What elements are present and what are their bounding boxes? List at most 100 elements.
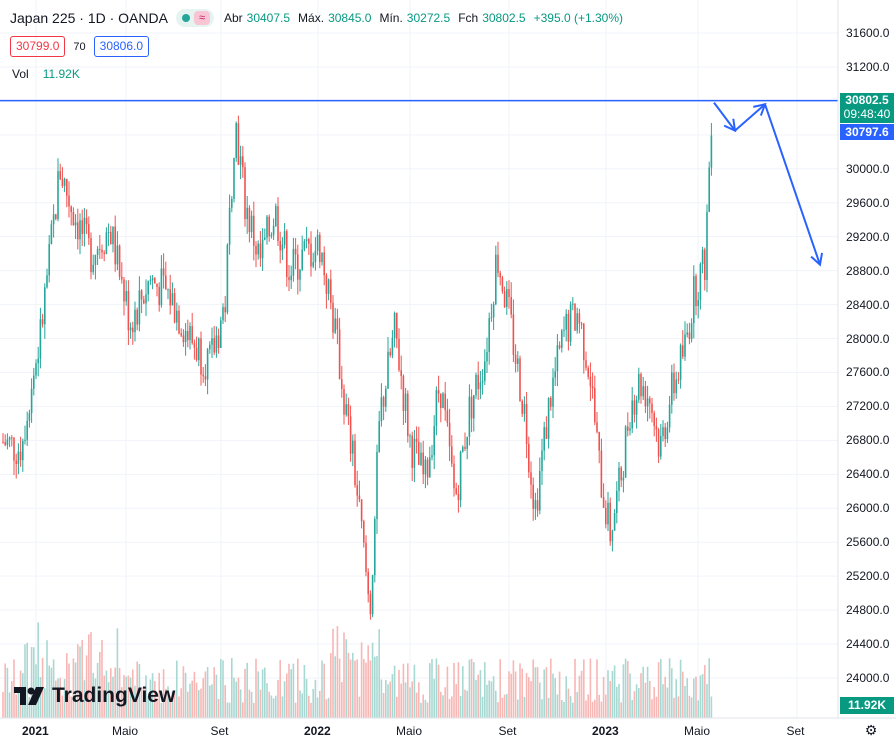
candle-body bbox=[222, 307, 224, 321]
volume-bar bbox=[653, 687, 655, 718]
candle-body bbox=[448, 422, 451, 447]
volume-bar bbox=[649, 680, 651, 718]
candle-body bbox=[613, 513, 616, 531]
candle-body bbox=[257, 243, 259, 255]
candle-body bbox=[224, 307, 226, 313]
candle-body bbox=[682, 345, 684, 357]
candle-body bbox=[213, 338, 215, 353]
candle-body bbox=[627, 426, 629, 431]
settings-gear-icon[interactable]: ⚙ bbox=[864, 722, 878, 738]
volume-bar bbox=[321, 660, 323, 718]
candle-body bbox=[521, 401, 523, 414]
candle-body bbox=[310, 243, 312, 267]
candle-body bbox=[440, 393, 442, 408]
volume-bar bbox=[618, 683, 620, 718]
volume-bar bbox=[286, 673, 288, 718]
tradingview-logo[interactable]: TradingView bbox=[14, 684, 175, 708]
candle-body bbox=[420, 452, 422, 465]
candle-body bbox=[602, 497, 605, 508]
volume-bar bbox=[385, 679, 387, 718]
price-tick-label: 24800.0 bbox=[846, 603, 890, 618]
candle-body bbox=[501, 277, 504, 292]
candle-body bbox=[668, 404, 671, 428]
candle-body bbox=[253, 215, 255, 246]
volume-bar bbox=[211, 684, 213, 718]
volume-legend[interactable]: Vol 11.92K bbox=[12, 67, 80, 81]
volume-bar bbox=[528, 677, 530, 718]
volume-bar bbox=[360, 642, 363, 718]
volume-bar bbox=[697, 700, 699, 718]
volume-bar bbox=[466, 690, 468, 718]
volume-bar bbox=[145, 675, 147, 718]
candle-body bbox=[437, 390, 440, 394]
volume-bar bbox=[147, 695, 149, 718]
volume-bar bbox=[220, 658, 222, 718]
candle-body bbox=[459, 451, 462, 501]
candle-body bbox=[61, 179, 64, 186]
candle-body bbox=[250, 215, 253, 233]
volume-bar bbox=[250, 691, 253, 718]
candle-body bbox=[347, 404, 350, 417]
volume-bar bbox=[440, 691, 442, 718]
volume-bar bbox=[268, 691, 270, 718]
symbol-title[interactable]: Japan 225 · 1D · OANDA bbox=[10, 10, 168, 26]
candle-body bbox=[512, 314, 515, 355]
candle-body bbox=[50, 224, 53, 245]
sell-button[interactable]: 30799.0 bbox=[10, 36, 66, 57]
volume-bar bbox=[310, 702, 312, 718]
candle-body bbox=[607, 502, 609, 525]
candle-body bbox=[233, 157, 235, 199]
candle-body bbox=[523, 403, 526, 414]
volume-bar bbox=[55, 680, 57, 718]
candle-body bbox=[578, 313, 581, 324]
volume-bar bbox=[561, 700, 563, 718]
volume-bar bbox=[134, 685, 136, 718]
candle-body bbox=[57, 171, 59, 220]
candle-body bbox=[453, 463, 455, 489]
buy-button[interactable]: 30806.0 bbox=[93, 36, 150, 57]
candle-body bbox=[246, 207, 248, 220]
volume-bar bbox=[675, 679, 677, 718]
candle-body bbox=[275, 206, 277, 226]
volume-bar bbox=[314, 679, 317, 718]
market-status[interactable]: ≈ bbox=[175, 9, 214, 27]
volume-bar bbox=[94, 678, 97, 718]
candle-body bbox=[532, 484, 534, 509]
candle-body bbox=[79, 220, 81, 240]
volume-bar bbox=[521, 668, 523, 718]
volume-bar bbox=[477, 674, 479, 718]
candle-body bbox=[657, 429, 660, 457]
volume-bar bbox=[486, 684, 488, 718]
candle-body bbox=[662, 427, 664, 436]
candle-body bbox=[327, 279, 330, 294]
candle-body bbox=[178, 310, 180, 334]
volume-bar bbox=[543, 669, 545, 718]
arrow-path bbox=[713, 101, 821, 266]
volume-bar bbox=[706, 684, 708, 718]
candle-body bbox=[596, 422, 598, 432]
candle-body bbox=[464, 446, 466, 449]
volume-bar bbox=[688, 695, 691, 718]
volume-bar bbox=[202, 678, 204, 718]
candle-body bbox=[231, 198, 233, 208]
candle-body bbox=[15, 460, 17, 464]
volume-bar bbox=[468, 659, 471, 718]
volume-bar bbox=[367, 645, 369, 718]
volume-bar bbox=[519, 663, 521, 718]
volume-value: 11.92K bbox=[42, 67, 80, 81]
volume-bar bbox=[442, 695, 444, 718]
candle-body bbox=[123, 279, 125, 302]
candle-body bbox=[402, 375, 405, 411]
candle-body bbox=[477, 374, 479, 390]
projection-arrow[interactable] bbox=[713, 101, 824, 267]
volume-bar bbox=[673, 697, 675, 718]
volume-bar bbox=[184, 672, 187, 718]
candle-body bbox=[389, 351, 391, 356]
volume-bar bbox=[354, 660, 356, 718]
volume-bar bbox=[81, 640, 83, 718]
volume-bar bbox=[112, 676, 114, 718]
volume-bar bbox=[110, 668, 112, 718]
candle-body bbox=[316, 234, 319, 251]
volume-bar bbox=[101, 640, 103, 718]
